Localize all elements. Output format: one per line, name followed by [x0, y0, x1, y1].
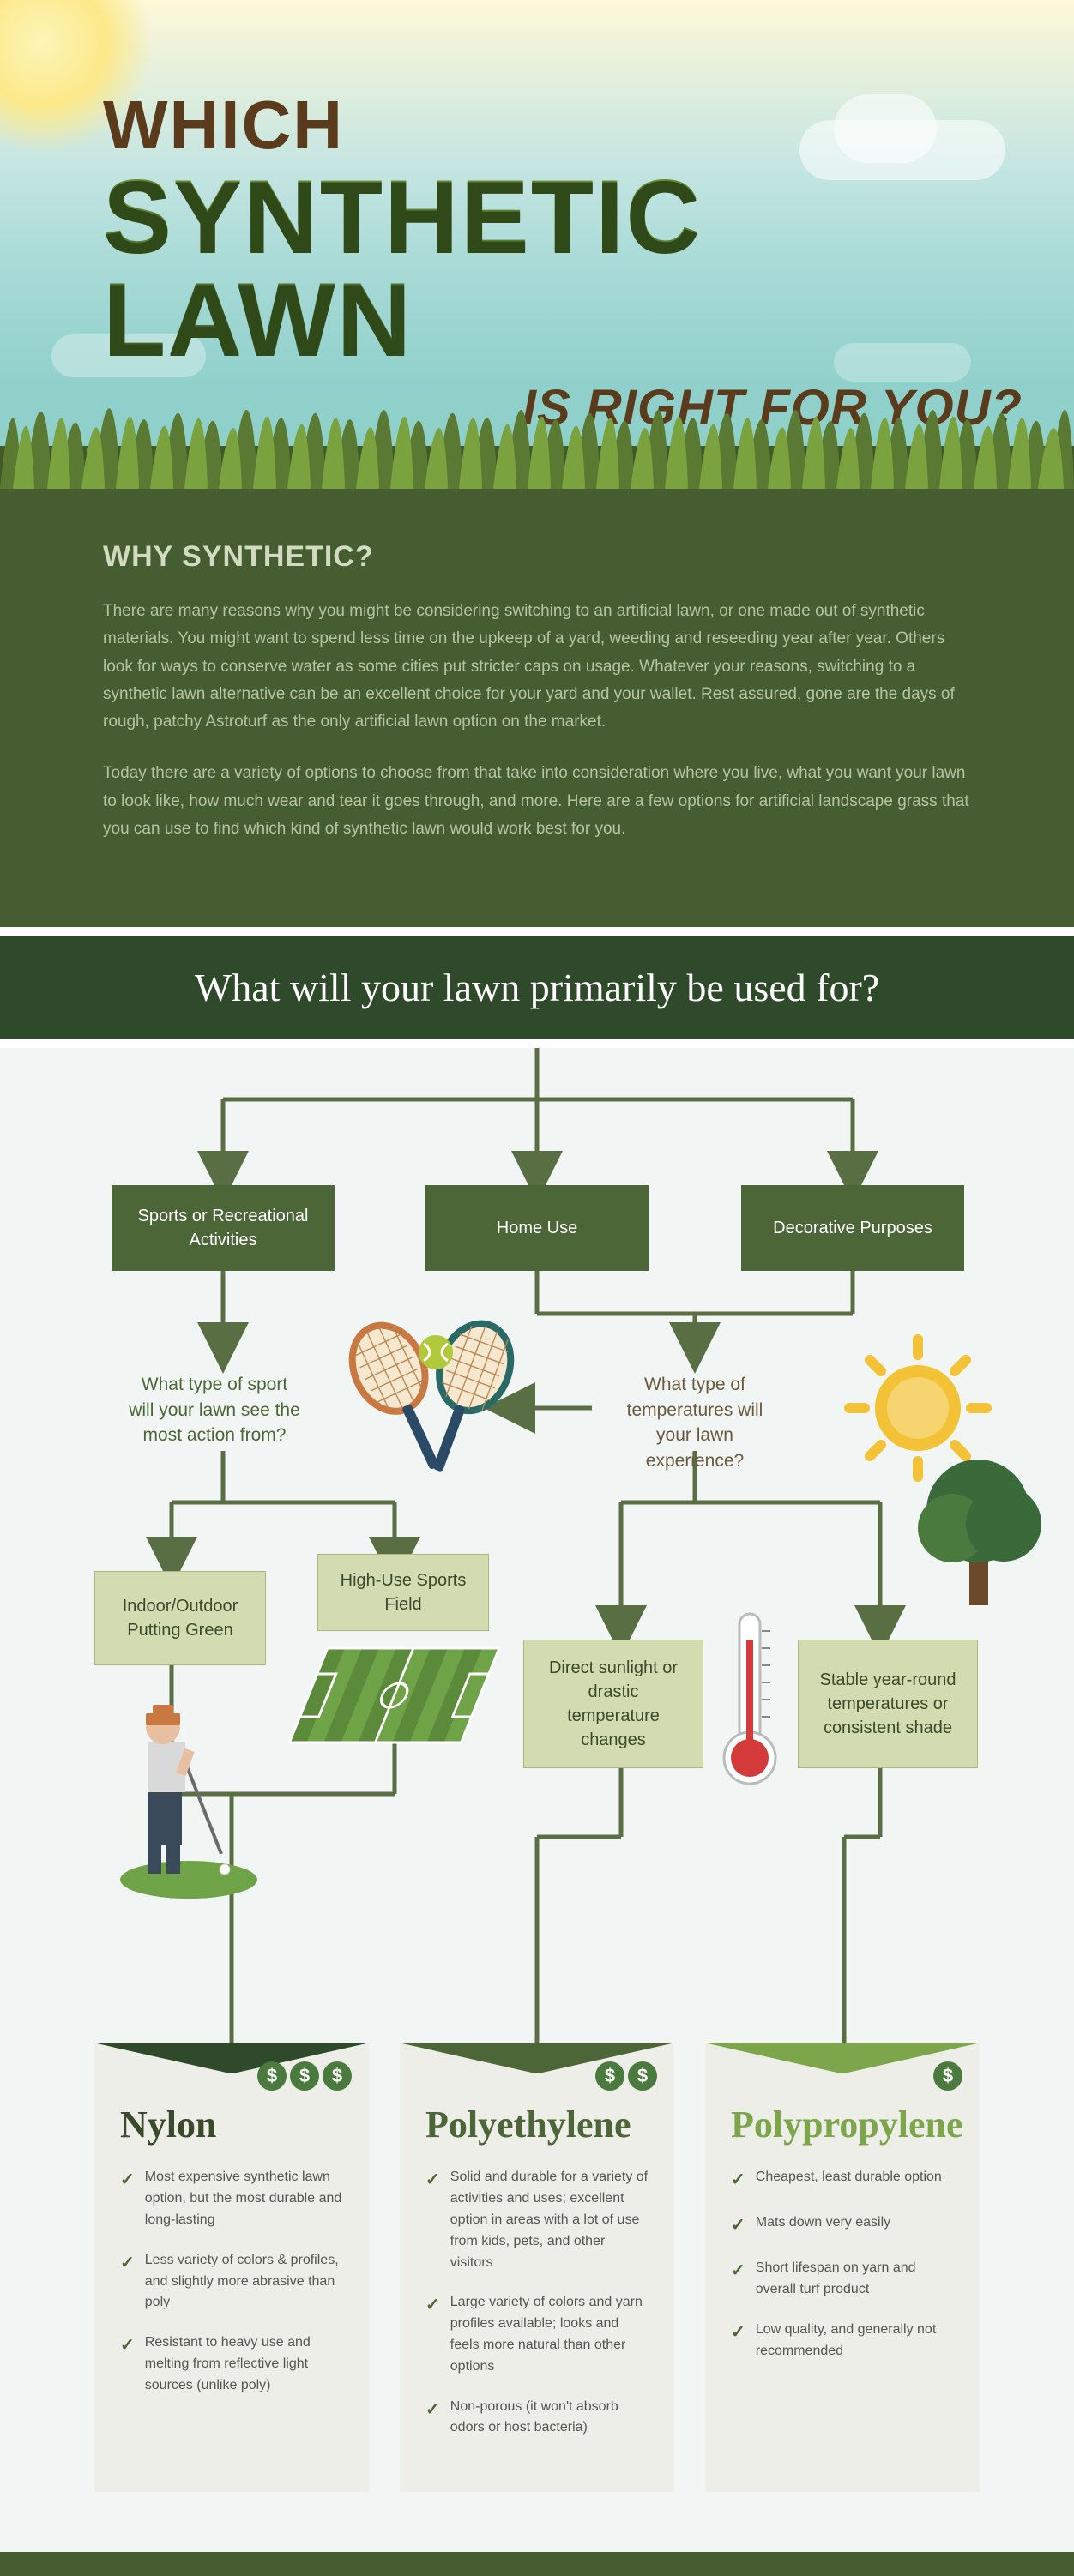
- point: Resistant to heavy use and melting from …: [120, 2332, 343, 2396]
- point: Non-porous (it won't absorb odors or hos…: [425, 2397, 649, 2440]
- point: Large variety of colors and yarn profile…: [425, 2292, 649, 2377]
- point: Mats down very easily: [731, 2212, 954, 2239]
- branch-home-label: Home Use: [497, 1216, 577, 1240]
- option-stable-shade: Stable year-round temperatures or consis…: [798, 1640, 978, 1768]
- price-indicator: $ $: [595, 2061, 657, 2091]
- point: Less variety of colors & profiles, and s…: [120, 2250, 343, 2314]
- point: Cheapest, least durable option: [731, 2167, 954, 2194]
- branch-sports: Sports or Recreational Activities: [112, 1185, 335, 1271]
- option-putting-green: Indoor/Outdoor Putting Green: [94, 1571, 266, 1665]
- branch-home: Home Use: [425, 1185, 649, 1271]
- sport-question-text: What type of sport will your lawn see th…: [129, 1372, 300, 1447]
- footer-bar: [0, 2552, 1074, 2576]
- grass-illustration: [0, 334, 1074, 489]
- dollar-icon: $: [628, 2061, 657, 2091]
- primary-question: What will your lawn primarily be used fo…: [195, 966, 879, 1009]
- card-nylon: $ $ $ Nylon Most expensive synthetic law…: [94, 2043, 369, 2492]
- card-nylon-points: Most expensive synthetic lawn option, bu…: [120, 2167, 343, 2396]
- option-sunlight-label: Direct sunlight or drastic temperature c…: [541, 1656, 685, 1752]
- point: Short lifespan on yarn and overall turf …: [731, 2258, 954, 2301]
- branch-decorative-label: Decorative Purposes: [773, 1216, 932, 1240]
- point: Most expensive synthetic lawn option, bu…: [120, 2167, 343, 2230]
- sport-question: What type of sport will your lawn see th…: [112, 1357, 317, 1463]
- tennis-rackets-icon: [335, 1305, 523, 1511]
- thermometer-icon: [712, 1605, 789, 1794]
- results-row: $ $ $ Nylon Most expensive synthetic law…: [0, 2043, 1074, 2552]
- card-nylon-title: Nylon: [120, 2103, 343, 2146]
- option-putting-label: Indoor/Outdoor Putting Green: [112, 1594, 248, 1642]
- dollar-icon: $: [933, 2061, 962, 2091]
- option-shade-label: Stable year-round temperatures or consis…: [816, 1668, 960, 1740]
- hero-section: WHICH SYNTHETIC LAWN IS RIGHT FOR YOU?: [0, 0, 1074, 489]
- point: Low quality, and generally not recommend…: [731, 2320, 954, 2362]
- why-heading: WHY SYNTHETIC?: [103, 540, 971, 574]
- option-sports-field: High-Use Sports Field: [317, 1554, 489, 1631]
- card-polypropylene-title: Polypropylene: [731, 2103, 954, 2146]
- price-indicator: $: [933, 2061, 962, 2091]
- card-polypropylene: $ Polypropylene Cheapest, least durable …: [705, 2043, 980, 2492]
- why-paragraph-1: There are many reasons why you might be …: [103, 598, 971, 736]
- option-field-label: High-Use Sports Field: [335, 1568, 471, 1616]
- temperature-question: What type of temperatures will your lawn…: [592, 1357, 798, 1489]
- price-indicator: $ $ $: [257, 2061, 352, 2091]
- dollar-icon: $: [323, 2061, 352, 2091]
- primary-question-band: What will your lawn primarily be used fo…: [0, 927, 1074, 1048]
- card-polypropylene-points: Cheapest, least durable option Mats down…: [731, 2167, 954, 2362]
- dollar-icon: $: [595, 2061, 624, 2091]
- dollar-icon: $: [290, 2061, 319, 2091]
- sports-field-icon: [283, 1631, 523, 1768]
- golfer-icon: [77, 1682, 266, 1905]
- flowchart-section: Sports or Recreational Activities Home U…: [0, 1048, 1074, 2043]
- infographic-root: WHICH SYNTHETIC LAWN IS RIGHT FOR YOU? W…: [0, 0, 1074, 2576]
- title-line-1: WHICH: [103, 86, 1023, 165]
- option-direct-sunlight: Direct sunlight or drastic temperature c…: [523, 1640, 703, 1768]
- sun-tree-icon: [824, 1331, 1047, 1622]
- branch-sports-label: Sports or Recreational Activities: [129, 1204, 317, 1252]
- dollar-icon: $: [257, 2061, 287, 2091]
- card-polyethylene: $ $ Polyethylene Solid and durable for a…: [400, 2043, 674, 2492]
- why-paragraph-2: Today there are a variety of options to …: [103, 760, 971, 843]
- temperature-question-text: What type of temperatures will your lawn…: [609, 1372, 781, 1473]
- why-synthetic-section: WHY SYNTHETIC? There are many reasons wh…: [0, 489, 1074, 927]
- card-polyethylene-points: Solid and durable for a variety of activ…: [425, 2167, 649, 2439]
- point: Solid and durable for a variety of activ…: [425, 2167, 649, 2273]
- card-polyethylene-title: Polyethylene: [425, 2103, 649, 2146]
- branch-decorative: Decorative Purposes: [741, 1185, 964, 1271]
